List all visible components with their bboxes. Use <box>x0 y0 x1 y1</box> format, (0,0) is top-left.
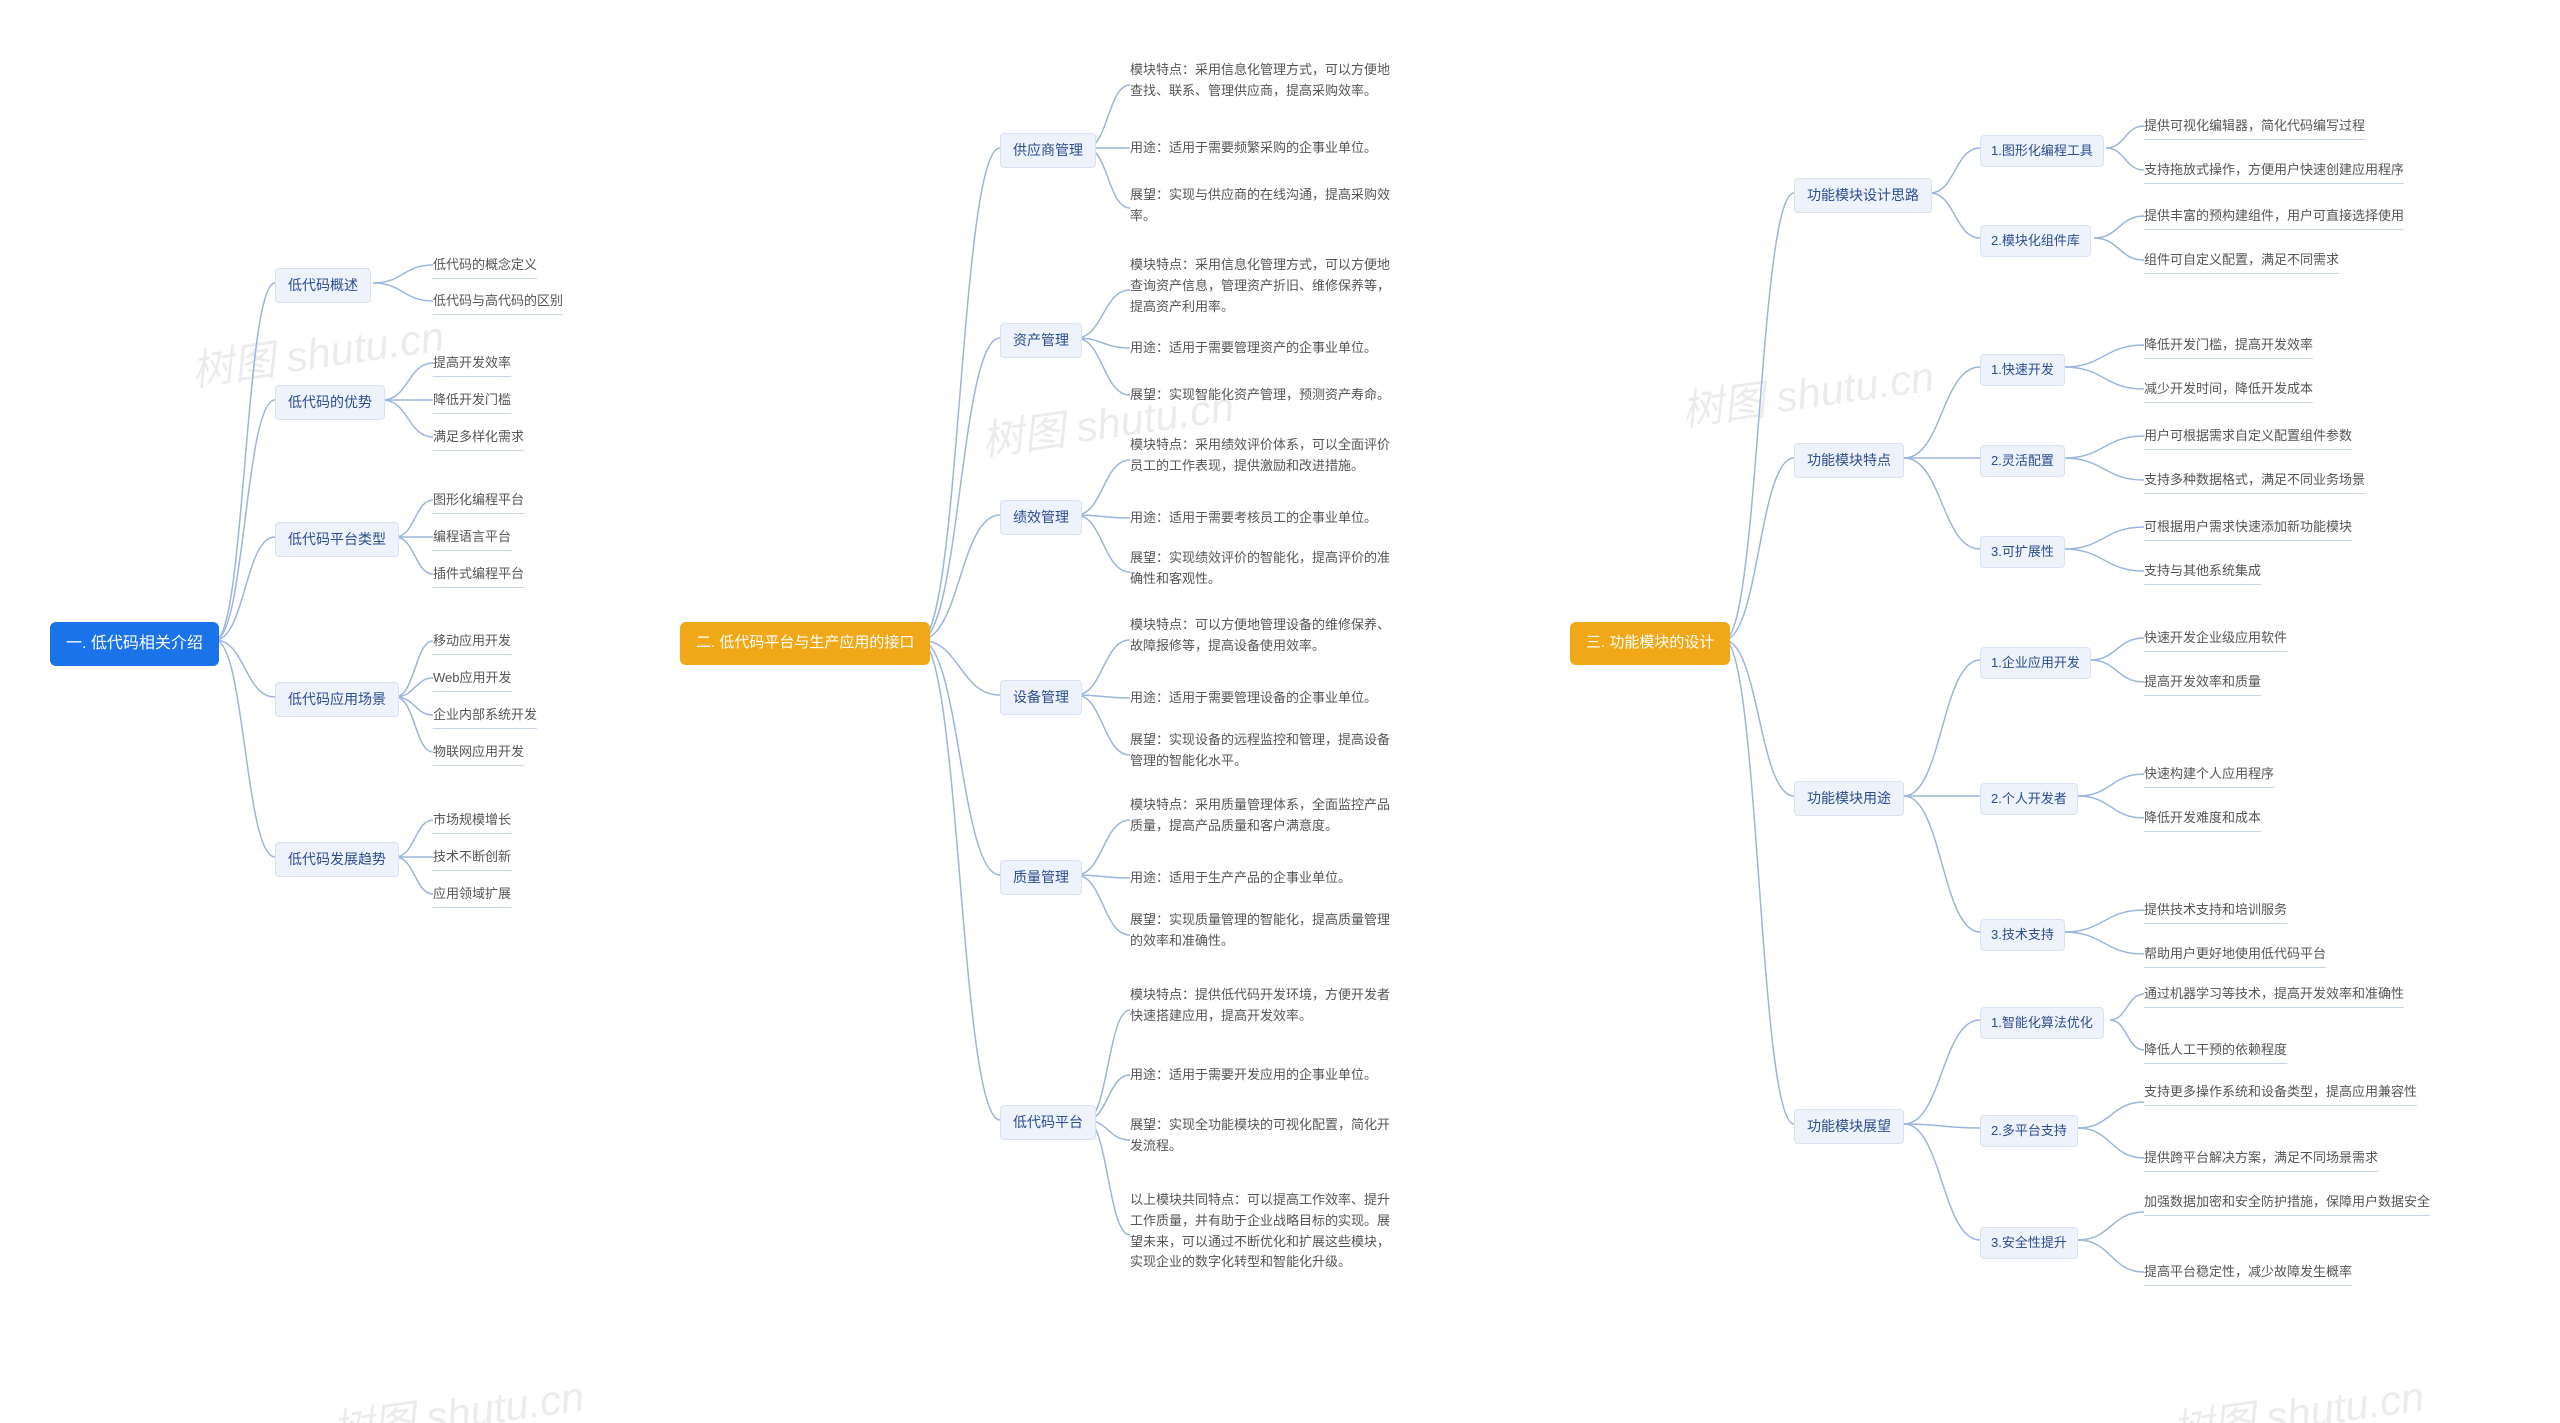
s2-c4[interactable]: 质量管理 <box>1000 860 1082 895</box>
s1-c4-l0: 市场规模增长 <box>433 810 511 834</box>
s3-c2-s0-l1: 提高开发效率和质量 <box>2144 672 2261 696</box>
s3-c1-s2[interactable]: 3.可扩展性 <box>1980 536 2065 568</box>
s3-c0[interactable]: 功能模块设计思路 <box>1794 178 1932 213</box>
s2-c4-l1: 用途：适用于生产产品的企事业单位。 <box>1130 868 1351 889</box>
watermark: 树图 shutu.cn <box>1677 343 1937 439</box>
s2-c3-l2: 展望：实现设备的远程监控和管理，提高设备管理的智能化水平。 <box>1130 730 1390 772</box>
watermark: 树图 shutu.cn <box>2167 1363 2427 1423</box>
s3-c3-s0[interactable]: 1.智能化算法优化 <box>1980 1007 2104 1039</box>
s3-c0-s0-l1: 支持拖放式操作，方便用户快速创建应用程序 <box>2144 160 2404 184</box>
s1-c2-l0: 图形化编程平台 <box>433 490 524 514</box>
s1-c4-l2: 应用领域扩展 <box>433 884 511 908</box>
s1-c2-l2: 插件式编程平台 <box>433 564 524 588</box>
s3-c1[interactable]: 功能模块特点 <box>1794 443 1904 478</box>
s3-c2-s1-l0: 快速构建个人应用程序 <box>2144 764 2274 788</box>
s3-c3-s0-l0: 通过机器学习等技术，提高开发效率和准确性 <box>2144 984 2404 1008</box>
s1-c1-l2: 满足多样化需求 <box>433 427 524 451</box>
s3-c3-s1[interactable]: 2.多平台支持 <box>1980 1115 2078 1147</box>
s3-c2-s1-l1: 降低开发难度和成本 <box>2144 808 2261 832</box>
s2-c5-l2: 展望：实现全功能模块的可视化配置，简化开发流程。 <box>1130 1115 1390 1157</box>
s3-c1-s0[interactable]: 1.快速开发 <box>1980 354 2065 386</box>
s2-c0-l1: 用途：适用于需要频繁采购的企事业单位。 <box>1130 138 1377 159</box>
s1-c0-l0: 低代码的概念定义 <box>433 255 537 279</box>
s2-c0-l2: 展望：实现与供应商的在线沟通，提高采购效率。 <box>1130 185 1390 227</box>
s1-c3-l3: 物联网应用开发 <box>433 742 524 766</box>
s3-c3-s2[interactable]: 3.安全性提升 <box>1980 1227 2078 1259</box>
s3-c3-s1-l1: 提供跨平台解决方案，满足不同场景需求 <box>2144 1148 2378 1172</box>
s3-c1-s1[interactable]: 2.灵活配置 <box>1980 445 2065 477</box>
s1-c4[interactable]: 低代码发展趋势 <box>275 842 399 877</box>
s2-c0-l0: 模块特点：采用信息化管理方式，可以方便地查找、联系、管理供应商，提高采购效率。 <box>1130 60 1390 102</box>
s1-c1[interactable]: 低代码的优势 <box>275 385 385 420</box>
s2-c5-l3: 以上模块共同特点：可以提高工作效率、提升工作质量，并有助于企业战略目标的实现。展… <box>1130 1190 1390 1273</box>
section2-root[interactable]: 二. 低代码平台与生产应用的接口 <box>680 622 930 665</box>
s2-c1-l0: 模块特点：采用信息化管理方式，可以方便地查询资产信息，管理资产折旧、维修保养等，… <box>1130 255 1390 317</box>
s1-c3-l1: Web应用开发 <box>433 668 512 692</box>
s3-c1-s1-l0: 用户可根据需求自定义配置组件参数 <box>2144 426 2352 450</box>
s2-c2[interactable]: 绩效管理 <box>1000 500 1082 535</box>
s3-c1-s0-l1: 减少开发时间，降低开发成本 <box>2144 379 2313 403</box>
s1-c3-l2: 企业内部系统开发 <box>433 705 537 729</box>
s2-c5-l0: 模块特点：提供低代码开发环境，方便开发者快速搭建应用，提高开发效率。 <box>1130 985 1390 1027</box>
section3-root[interactable]: 三. 功能模块的设计 <box>1570 622 1730 665</box>
s3-c1-s2-l0: 可根据用户需求快速添加新功能模块 <box>2144 517 2352 541</box>
s1-c1-l1: 降低开发门槛 <box>433 390 511 414</box>
s2-c1-l1: 用途：适用于需要管理资产的企事业单位。 <box>1130 338 1377 359</box>
s1-c0-l1: 低代码与高代码的区别 <box>433 291 563 315</box>
s1-c0[interactable]: 低代码概述 <box>275 268 371 303</box>
s3-c2[interactable]: 功能模块用途 <box>1794 781 1904 816</box>
s3-c2-s2-l0: 提供技术支持和培训服务 <box>2144 900 2287 924</box>
s3-c3-s1-l0: 支持更多操作系统和设备类型，提高应用兼容性 <box>2144 1082 2417 1106</box>
s2-c1[interactable]: 资产管理 <box>1000 323 1082 358</box>
s2-c3-l1: 用途：适用于需要管理设备的企事业单位。 <box>1130 688 1377 709</box>
s2-c2-l1: 用途：适用于需要考核员工的企事业单位。 <box>1130 508 1377 529</box>
s2-c4-l2: 展望：实现质量管理的智能化，提高质量管理的效率和准确性。 <box>1130 910 1390 952</box>
s3-c0-s1[interactable]: 2.模块化组件库 <box>1980 225 2091 257</box>
s3-c3-s2-l0: 加强数据加密和安全防护措施，保障用户数据安全 <box>2144 1192 2430 1216</box>
s3-c2-s0[interactable]: 1.企业应用开发 <box>1980 647 2091 679</box>
s2-c5-l1: 用途：适用于需要开发应用的企事业单位。 <box>1130 1065 1377 1086</box>
s1-c4-l1: 技术不断创新 <box>433 847 511 871</box>
s2-c0[interactable]: 供应商管理 <box>1000 133 1096 168</box>
s3-c3-s2-l1: 提高平台稳定性，减少故障发生概率 <box>2144 1262 2352 1286</box>
s3-c1-s1-l1: 支持多种数据格式，满足不同业务场景 <box>2144 470 2365 494</box>
section1-root[interactable]: 一. 低代码相关介绍 <box>50 622 219 666</box>
s1-c2-l1: 编程语言平台 <box>433 527 511 551</box>
s1-c3-l0: 移动应用开发 <box>433 631 511 655</box>
s3-c2-s2-l1: 帮助用户更好地使用低代码平台 <box>2144 944 2326 968</box>
s2-c2-l0: 模块特点：采用绩效评价体系，可以全面评价员工的工作表现，提供激励和改进措施。 <box>1130 435 1390 477</box>
s1-c3[interactable]: 低代码应用场景 <box>275 682 399 717</box>
s3-c0-s1-l0: 提供丰富的预构建组件，用户可直接选择使用 <box>2144 206 2404 230</box>
s3-c3-s0-l1: 降低人工干预的依赖程度 <box>2144 1040 2287 1064</box>
s3-c2-s0-l0: 快速开发企业级应用软件 <box>2144 628 2287 652</box>
s2-c1-l2: 展望：实现智能化资产管理，预测资产寿命。 <box>1130 385 1390 406</box>
s3-c0-s0[interactable]: 1.图形化编程工具 <box>1980 135 2104 167</box>
s2-c4-l0: 模块特点：采用质量管理体系，全面监控产品质量，提高产品质量和客户满意度。 <box>1130 795 1390 837</box>
s3-c1-s0-l0: 降低开发门槛，提高开发效率 <box>2144 335 2313 359</box>
s3-c0-s1-l1: 组件可自定义配置，满足不同需求 <box>2144 250 2339 274</box>
s2-c3-l0: 模块特点：可以方便地管理设备的维修保养、故障报修等，提高设备使用效率。 <box>1130 615 1390 657</box>
s1-c1-l0: 提高开发效率 <box>433 353 511 377</box>
s2-c2-l2: 展望：实现绩效评价的智能化，提高评价的准确性和客观性。 <box>1130 548 1390 590</box>
s3-c1-s2-l1: 支持与其他系统集成 <box>2144 561 2261 585</box>
s2-c3[interactable]: 设备管理 <box>1000 680 1082 715</box>
watermark: 树图 shutu.cn <box>327 1363 587 1423</box>
s1-c2[interactable]: 低代码平台类型 <box>275 522 399 557</box>
s3-c3[interactable]: 功能模块展望 <box>1794 1109 1904 1144</box>
s3-c2-s1[interactable]: 2.个人开发者 <box>1980 783 2078 815</box>
s2-c5[interactable]: 低代码平台 <box>1000 1105 1096 1140</box>
s3-c0-s0-l0: 提供可视化编辑器，简化代码编写过程 <box>2144 116 2365 140</box>
s3-c2-s2[interactable]: 3.技术支持 <box>1980 919 2065 951</box>
